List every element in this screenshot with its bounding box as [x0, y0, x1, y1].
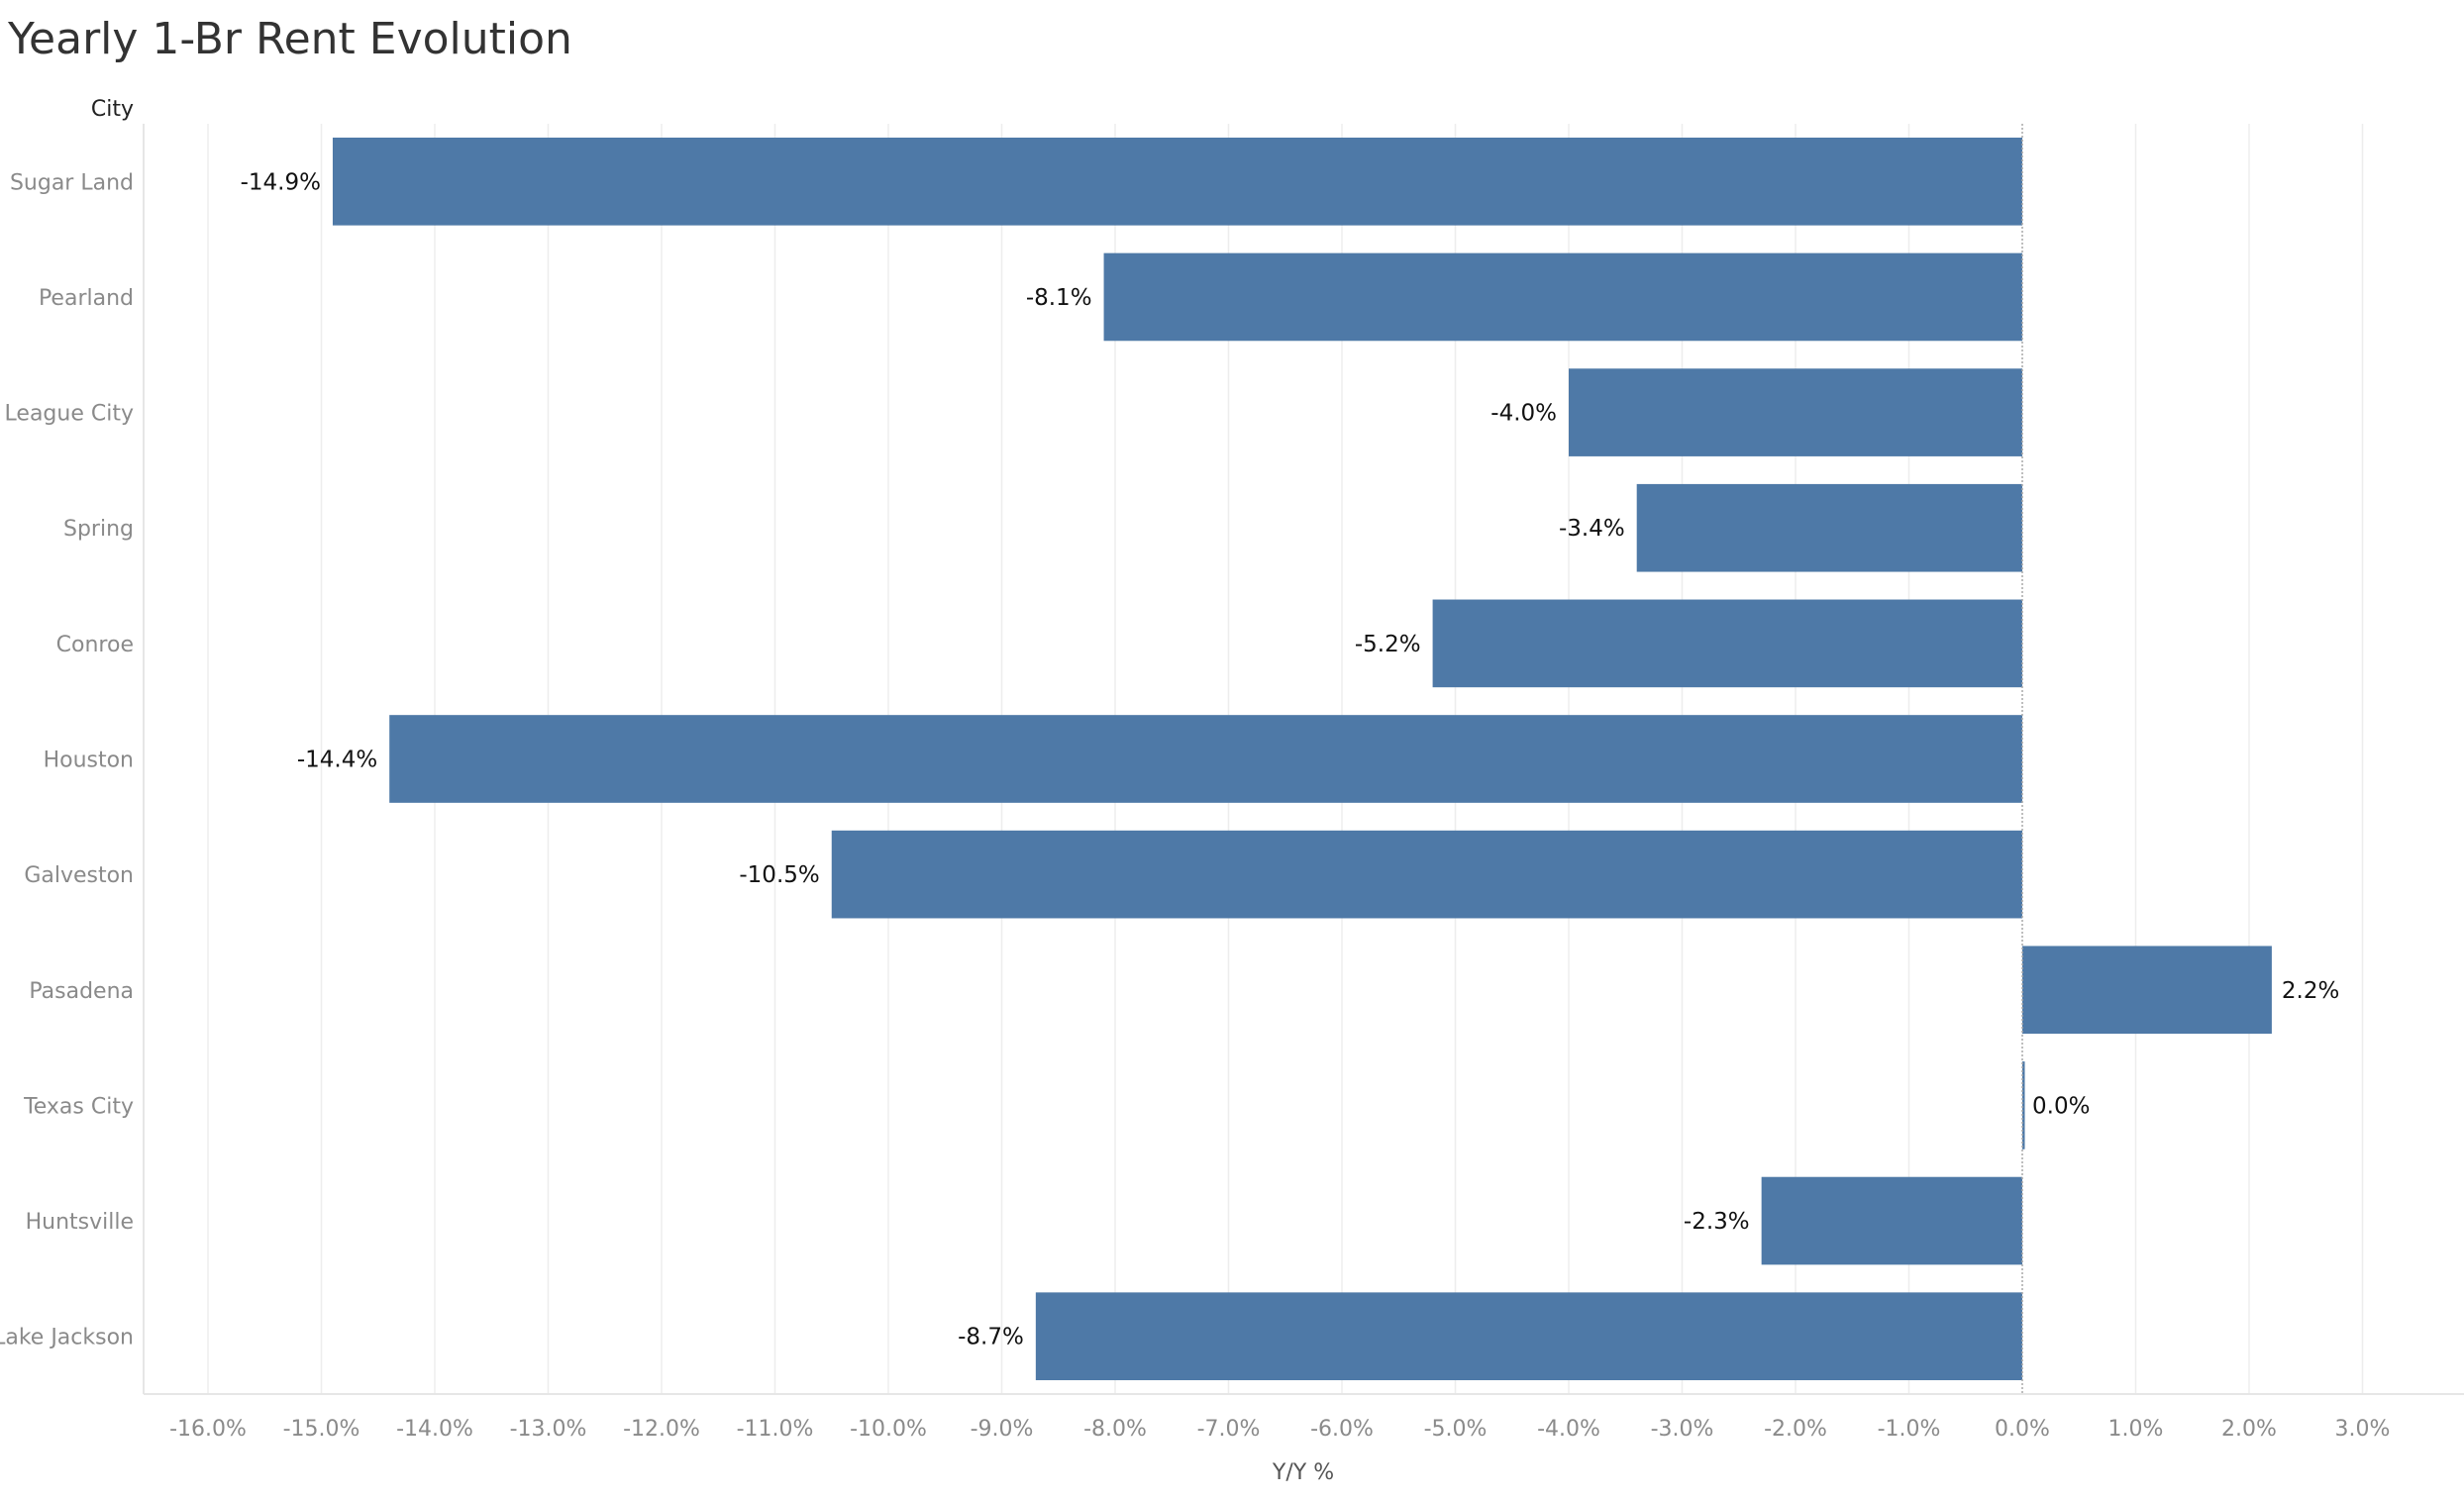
data-label: -8.7%	[958, 1325, 1024, 1350]
x-tick-label: 2.0%	[2221, 1417, 2277, 1442]
bar-texas-city[interactable]	[2022, 1061, 2025, 1149]
bar-lake-jackson[interactable]	[1035, 1292, 2022, 1381]
bar-huntsville[interactable]	[1761, 1176, 2022, 1265]
bar-conroe[interactable]	[1432, 599, 2022, 688]
x-tick-label: -8.0%	[1083, 1417, 1147, 1442]
category-labels-layer: Sugar Land Pearland League City Spring Conro…	[0, 170, 134, 1349]
data-label: -3.4%	[1559, 516, 1625, 542]
bar-galveston[interactable]	[831, 830, 2022, 919]
category-label: Galveston	[24, 863, 134, 888]
bar-houston[interactable]	[389, 715, 2023, 803]
x-tick-labels-layer: -16.0% -15.0% -14.0% -13.0% -12.0% -11.0% -10.…	[169, 1417, 2390, 1442]
bar-pasadena[interactable]	[2022, 946, 2272, 1035]
x-tick-label: -15.0%	[283, 1417, 360, 1442]
x-tick-label: 1.0%	[2108, 1417, 2164, 1442]
x-tick-label: -16.0%	[169, 1417, 247, 1442]
x-tick-label: 0.0%	[1995, 1417, 2050, 1442]
x-tick-label: -2.0%	[1764, 1417, 1827, 1442]
data-labels-layer: -14.9% -8.1% -4.0% -3.4% -5.2% -14.4% -10.5% 2.…	[241, 124, 2339, 1394]
bar-sugar-land[interactable]	[332, 137, 2023, 226]
category-label: Pasadena	[29, 979, 134, 1004]
x-tick-label: -1.0%	[1878, 1417, 1941, 1442]
data-label: -14.4%	[297, 748, 377, 773]
data-label: -10.5%	[739, 862, 819, 888]
category-label: Houston	[44, 749, 134, 773]
x-tick-label: -4.0%	[1537, 1417, 1600, 1442]
x-tick-label: -9.0%	[971, 1417, 1034, 1442]
x-tick-label: -12.0%	[623, 1417, 700, 1442]
x-tick-label: -11.0%	[737, 1417, 814, 1442]
category-label: Lake Jackson	[0, 1326, 134, 1350]
category-label: Texas City	[23, 1094, 134, 1119]
data-label: -2.3%	[1684, 1209, 1750, 1235]
category-label: Pearland	[39, 286, 134, 311]
x-tick-label: -7.0%	[1197, 1417, 1261, 1442]
data-label: -14.9%	[241, 169, 321, 195]
category-label: League City	[5, 402, 134, 427]
x-tick-label: -14.0%	[396, 1417, 473, 1442]
chart-title: Yearly 1-Br Rent Evolution	[8, 14, 572, 64]
category-label: Sugar Land	[10, 170, 134, 195]
category-label: Spring	[63, 517, 134, 542]
x-axis-title: Y/Y %	[1272, 1460, 1334, 1485]
data-label: 2.2%	[2282, 978, 2339, 1004]
x-tick-label: -3.0%	[1651, 1417, 1714, 1442]
data-label: -8.1%	[1026, 285, 1092, 311]
category-label: Huntsville	[26, 1210, 134, 1235]
bar-pearland[interactable]	[1103, 252, 2022, 342]
row-header: City	[91, 97, 134, 122]
bars-layer	[332, 137, 2272, 1381]
x-tick-label: 3.0%	[2335, 1417, 2391, 1442]
data-label: -4.0%	[1490, 401, 1557, 427]
category-label: Conroe	[56, 633, 134, 657]
x-tick-label: -5.0%	[1424, 1417, 1488, 1442]
x-tick-label: -13.0%	[510, 1417, 587, 1442]
bar-spring[interactable]	[1636, 483, 2022, 572]
x-tick-label: -10.0%	[850, 1417, 927, 1442]
data-label: 0.0%	[2032, 1093, 2090, 1119]
data-label: -5.2%	[1355, 632, 1421, 657]
x-tick-label: -6.0%	[1310, 1417, 1374, 1442]
bar-league-city[interactable]	[1569, 368, 2022, 456]
